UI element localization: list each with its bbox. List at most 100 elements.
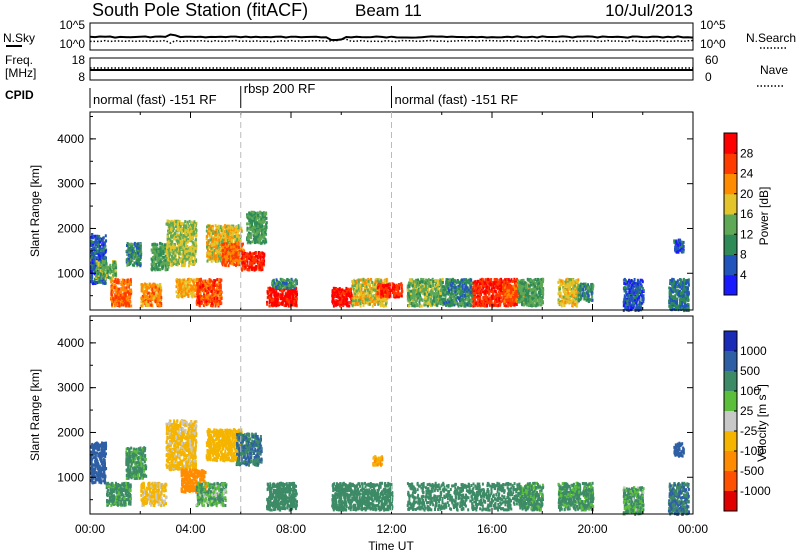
power-echo-cell [151, 287, 154, 291]
power-echo-cell [191, 279, 194, 283]
power-echo-cell [136, 242, 139, 246]
power-echo-cell [182, 234, 185, 237]
power-echo-cell [128, 263, 131, 267]
power-echo-cell [222, 231, 225, 235]
power-echo-cell [178, 254, 180, 258]
power-echo-cell [399, 283, 401, 286]
power-echo-cell [186, 230, 189, 234]
power-echo-cell [367, 279, 370, 283]
power-echo-cell [94, 240, 97, 244]
power-echo-cell [235, 245, 238, 249]
power-echo-cell [220, 256, 223, 260]
power-echo-cell [114, 273, 117, 276]
power-echo-cell [189, 227, 192, 231]
power-echo-cell [207, 293, 210, 297]
power-echo-cell [204, 279, 207, 283]
power-echo-cell [136, 259, 139, 263]
power-echo-cell [190, 220, 193, 224]
power-echo-cell [209, 278, 212, 282]
power-echo-cell [228, 255, 231, 259]
power-echo-cell [208, 227, 211, 231]
power-echo-cell [156, 268, 159, 272]
power-echo-cell [105, 266, 108, 270]
power-echo-cell [151, 268, 154, 272]
power-echo-cell [400, 294, 403, 298]
power-echo-cell [281, 284, 284, 288]
power-echo-cell [250, 255, 253, 259]
power-echo-cell [220, 229, 223, 232]
power-echo-cell [261, 251, 264, 255]
power-echo-cell [179, 225, 182, 228]
power-echo-cell [156, 288, 159, 292]
power-echo-cell [166, 235, 169, 239]
power-echo-cell [103, 249, 106, 253]
power-echo-cell [181, 282, 184, 285]
power-echo-cell [208, 254, 211, 258]
power-echo-cell [164, 261, 167, 265]
power-echo-cell [115, 266, 118, 270]
freq-panel: Freq. [MHz] 18 8 60 0 Nave [5, 53, 788, 87]
power-echo-cell [189, 278, 192, 281]
power-echo-cell [376, 279, 379, 283]
power-echo-cell [115, 288, 118, 292]
power-echo-cell [232, 236, 235, 239]
power-echo-cell [214, 230, 217, 234]
power-echo-cell [179, 243, 182, 247]
power-echo-cell [150, 292, 153, 296]
power-echo-cell [105, 256, 107, 260]
power-echo-cell [211, 291, 214, 295]
power-echo-cell [366, 288, 369, 292]
power-echo-cell [227, 241, 229, 245]
power-echo-cell [157, 257, 160, 260]
power-echo-cell [198, 286, 200, 290]
power-echo-cell [139, 262, 142, 265]
power-echo-cell [184, 279, 187, 283]
power-echo-cell [233, 231, 236, 234]
power-echo-cell [271, 284, 274, 288]
power-echo-cell [188, 219, 191, 223]
power-echo-cell [180, 230, 183, 234]
power-echo-cell [145, 301, 148, 304]
power-echo-cell [245, 257, 248, 261]
power-echo-cell [122, 292, 125, 296]
power-echo-cell [131, 263, 134, 267]
power-echo-cell [157, 294, 159, 298]
power-echo-cell [180, 252, 183, 256]
power-echo-cell [97, 239, 100, 243]
power-echo-cell [234, 258, 237, 262]
power-echo-cell [210, 287, 213, 291]
power-echo-cell [191, 244, 194, 248]
power-echo-cell [383, 288, 386, 292]
power-echo-cell [240, 255, 243, 258]
power-echo-cell [199, 294, 202, 298]
power-echo-cell [94, 238, 97, 241]
power-echo-cell [171, 257, 174, 261]
power-echo-cell [382, 304, 384, 307]
power-echo-cell [261, 265, 264, 269]
power-echo-cell [261, 211, 264, 215]
power-echo-cell [175, 235, 178, 238]
noise-sky-trace [89, 33, 694, 42]
power-echo-cell [181, 279, 184, 283]
power-echo-cell [91, 276, 94, 279]
beam-label: Beam 11 [355, 1, 422, 20]
power-echo-cell [174, 260, 177, 264]
power-echo-cell [109, 264, 112, 268]
power-echo-cell [244, 253, 247, 257]
power-echo-cell [130, 289, 133, 293]
power-echo-cell [276, 293, 279, 297]
power-echo-cell [205, 237, 208, 241]
power-echo-cell [226, 225, 228, 229]
power-echo-cell [225, 257, 227, 261]
power-echo-cell [217, 299, 220, 303]
power-echo-cell [160, 288, 163, 292]
power-echo-cell [294, 278, 297, 282]
power-echo-cell [152, 285, 155, 289]
power-echo-cell [250, 252, 253, 256]
power-echo-cell [130, 242, 133, 246]
power-echo-cell [221, 261, 224, 265]
power-echo-cell [177, 243, 180, 247]
power-echo-cell [193, 243, 196, 247]
power-echo-cell [213, 281, 216, 285]
power-echo-cell [213, 249, 216, 253]
